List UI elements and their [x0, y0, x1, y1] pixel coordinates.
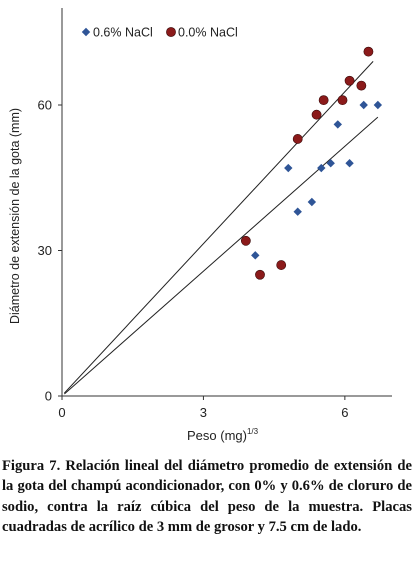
x-tick-label: 0 [58, 405, 65, 420]
y-tick-label: 30 [38, 243, 52, 258]
circle-point [356, 80, 367, 91]
diamond-point [307, 197, 317, 207]
fit-line [63, 61, 374, 394]
legend: 0.6% NaCl 0.0% NaCl [81, 26, 238, 40]
x-axis-label: Peso (mg)1/3 [187, 427, 259, 443]
diamond-point [345, 159, 354, 168]
diamond-point [326, 159, 335, 168]
x-tick-label: 3 [200, 405, 207, 420]
legend-label: 0.6% NaCl [93, 26, 153, 40]
diamond-point [284, 163, 293, 173]
caption-label: Figura 7. [2, 458, 61, 474]
fit-lines [63, 61, 379, 395]
fit-line [64, 116, 379, 395]
data-points [240, 46, 383, 280]
circle-point [337, 95, 348, 106]
circle-point [344, 75, 355, 86]
x-axis-label-exponent: 1/3 [247, 427, 259, 436]
circle-point [255, 269, 265, 280]
x-tick-label: 6 [341, 405, 348, 420]
diamond-point [317, 163, 326, 173]
circle-point [318, 95, 329, 106]
legend-label: 0.0% NaCl [178, 26, 238, 40]
y-tick-label: 60 [38, 98, 52, 113]
circle-point [363, 46, 374, 57]
circle-point [311, 109, 322, 120]
figure-caption: Figura 7. Relación lineal del diámetro p… [2, 456, 412, 537]
circle-point [166, 27, 176, 37]
diamond-point [373, 100, 383, 110]
y-tick-label: 0 [45, 389, 52, 404]
circle-point [292, 134, 303, 144]
x-axis-label-text: Peso (mg) [187, 428, 247, 443]
y-axis-label: Diámetro de extensión de la gota (mm) [8, 108, 22, 324]
diamond-point [359, 100, 368, 110]
circle-point [240, 235, 251, 246]
circle-point [276, 260, 287, 270]
diamond-point [251, 251, 260, 260]
diamond-point [293, 207, 302, 216]
caption-text: Relación lineal del diámetro promedio de… [2, 458, 412, 535]
diamond-point [81, 27, 91, 37]
diamond-point [333, 120, 342, 129]
